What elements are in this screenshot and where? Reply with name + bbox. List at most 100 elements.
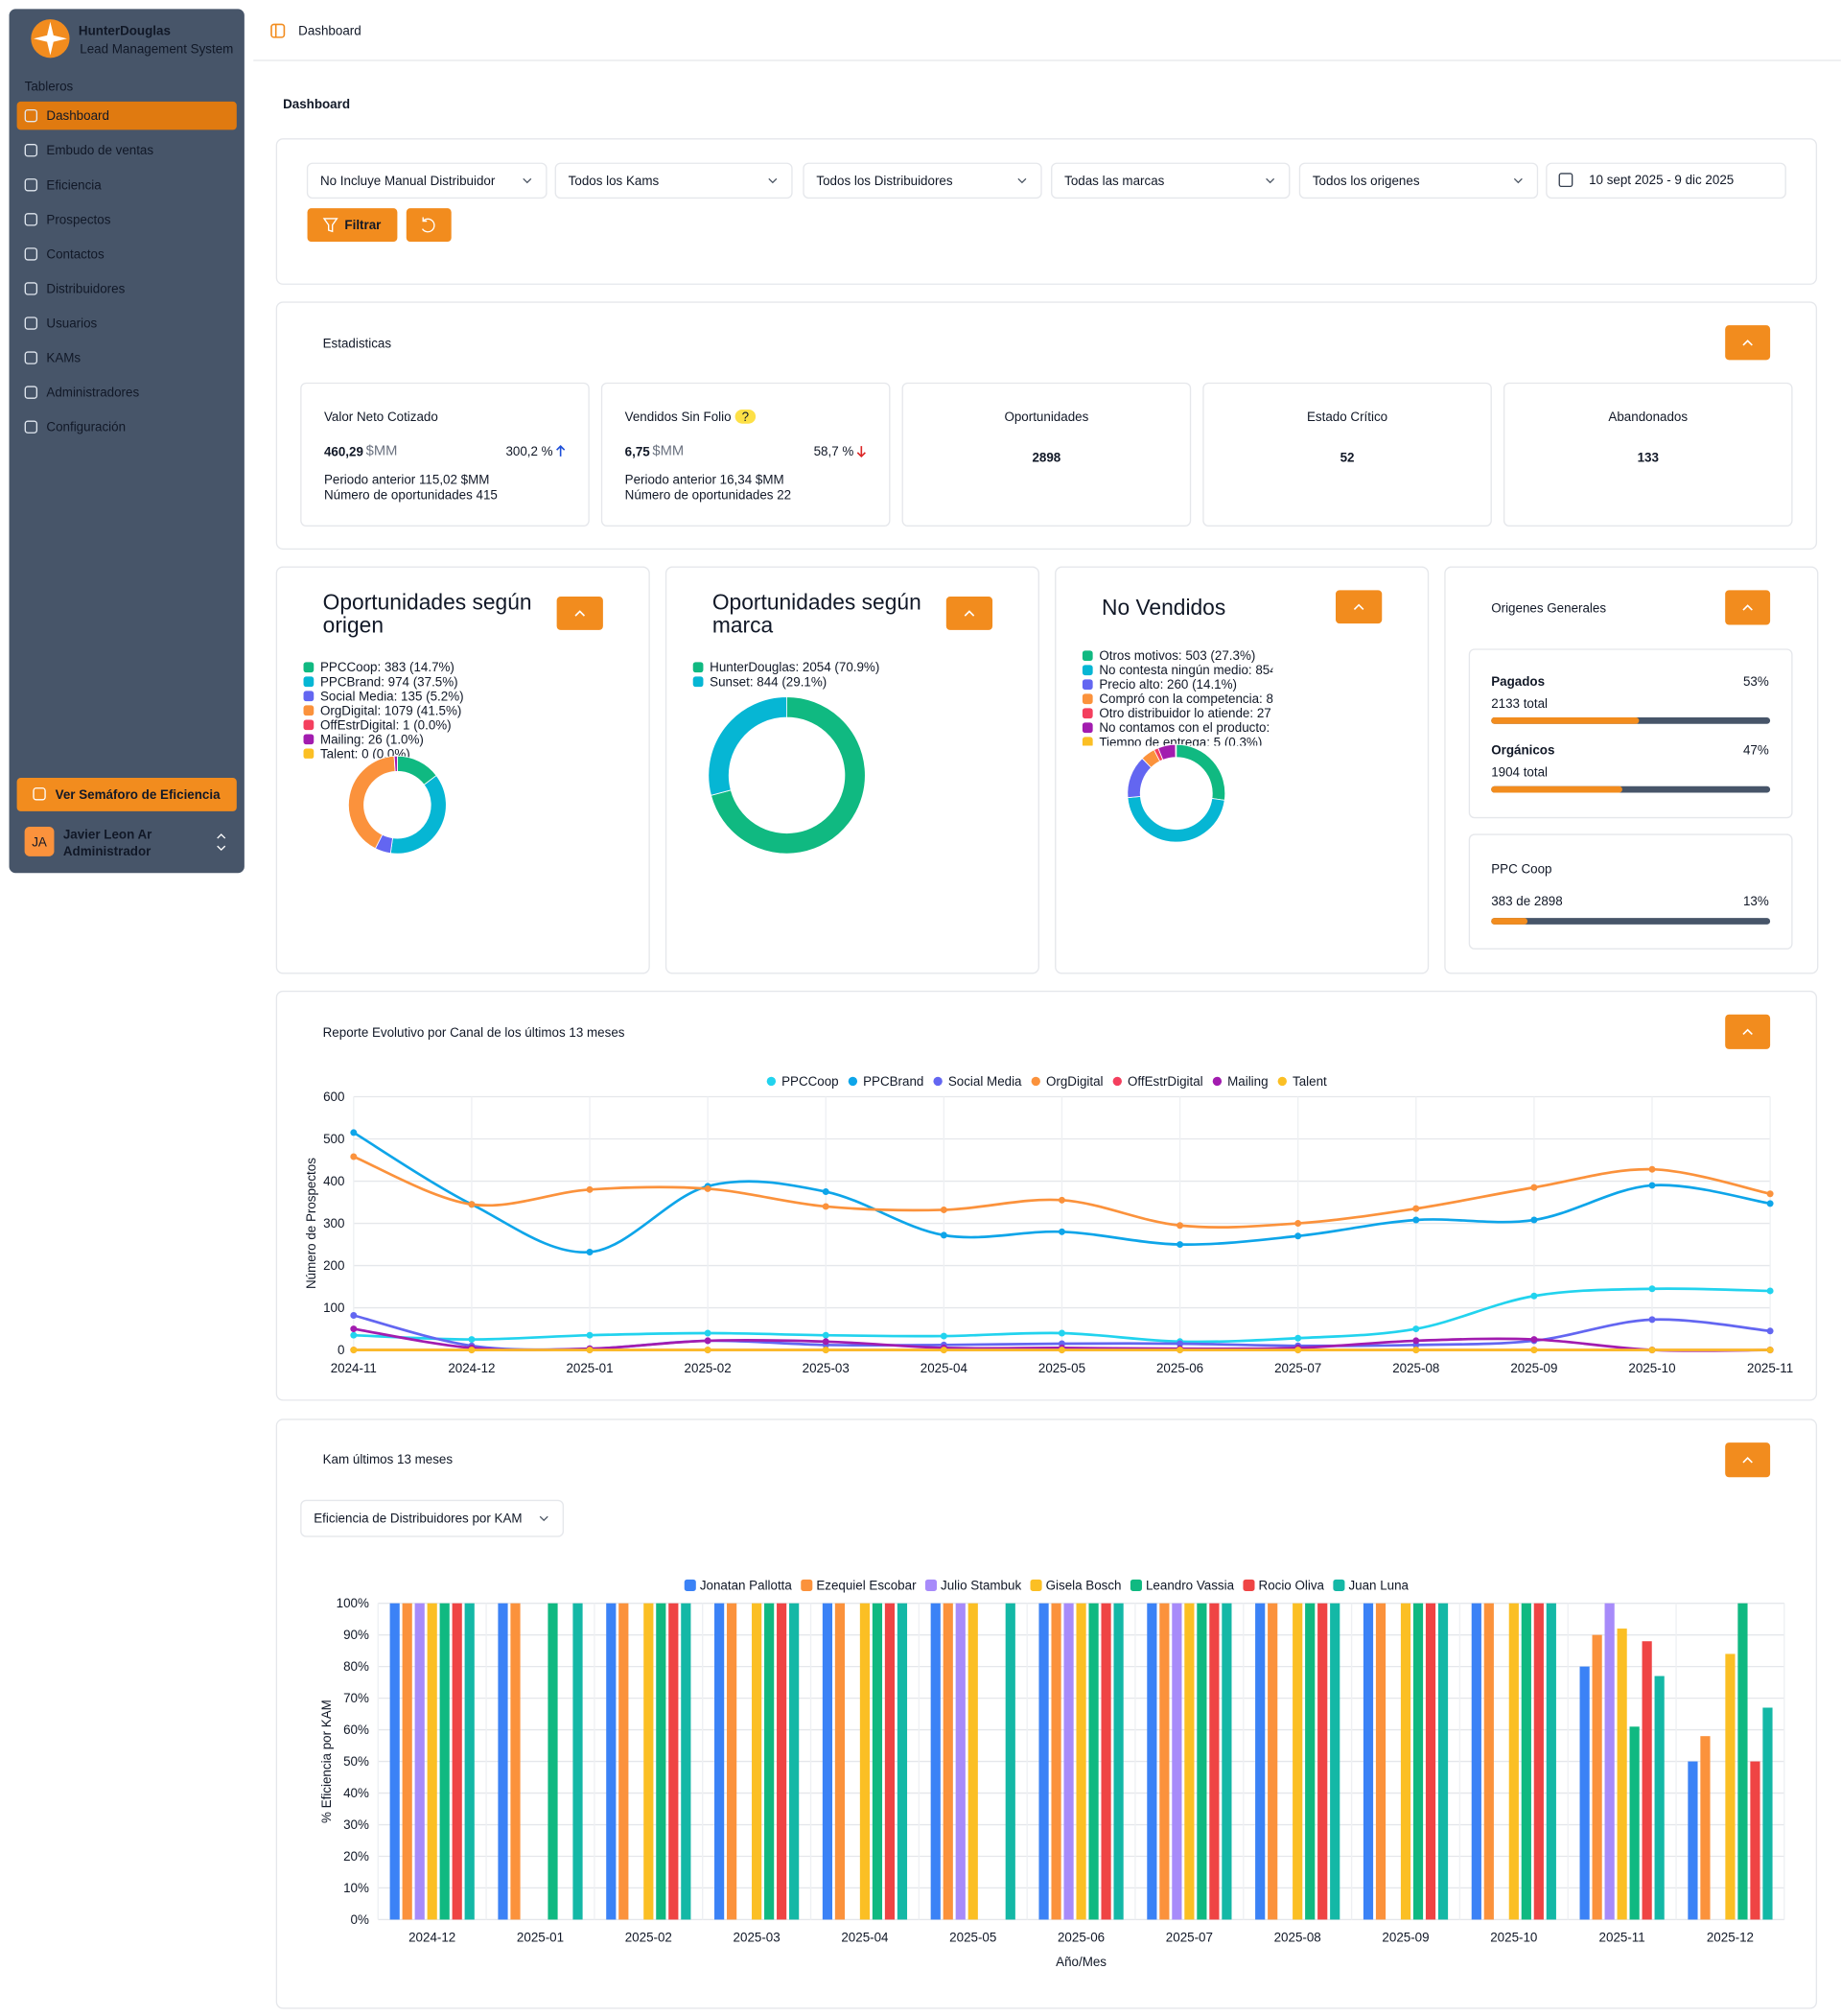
legend-item[interactable]: Julio Stambuk — [924, 1578, 1021, 1592]
collapse-button[interactable] — [1725, 590, 1771, 625]
sidebar — [9, 9, 245, 874]
nav-item[interactable]: Distribuidores — [24, 281, 126, 295]
origin-total: 1904 total — [1491, 765, 1548, 780]
bar — [1172, 1603, 1182, 1920]
avatar-initials: JA — [32, 835, 47, 850]
semaforo-button[interactable]: Ver Semáforo de Eficiencia — [16, 778, 237, 811]
legend-item[interactable]: Juan Luna — [1333, 1578, 1410, 1592]
collapse-button[interactable] — [945, 597, 993, 630]
data-point — [704, 1329, 711, 1337]
legend-item[interactable]: PPCBrand — [848, 1074, 924, 1089]
collapse-button[interactable] — [1725, 1014, 1771, 1049]
legend-swatch — [1130, 1579, 1142, 1591]
filter-select[interactable]: No Incluye Manual Distribuidor — [306, 162, 548, 199]
chart-card — [275, 990, 1818, 1401]
reset-icon — [421, 217, 435, 233]
data-point — [1412, 1337, 1420, 1345]
data-point — [822, 1188, 829, 1196]
legend-item[interactable]: PPCCoop — [766, 1074, 839, 1089]
filter-button[interactable]: Filtrar — [307, 208, 398, 243]
data-point — [1294, 1334, 1302, 1342]
stat-label: Valor Neto Cotizado — [324, 410, 438, 424]
data-point — [1530, 1336, 1538, 1344]
filter-select[interactable]: Todos los origenes — [1298, 162, 1539, 199]
nav-item[interactable]: Configuración — [24, 420, 126, 434]
bar — [681, 1603, 691, 1920]
legend-label: Julio Stambuk — [941, 1578, 1021, 1592]
filter-select[interactable]: Todos los Kams — [554, 162, 793, 199]
nav-item[interactable]: Eficiencia — [24, 177, 102, 192]
filter-select[interactable]: Todos los Distribuidores — [803, 162, 1042, 199]
bar — [1255, 1603, 1266, 1920]
button-bg — [1725, 325, 1771, 361]
collapse-button[interactable] — [1725, 1442, 1771, 1478]
data-point — [940, 1231, 947, 1239]
collapse-button[interactable] — [1336, 590, 1383, 624]
legend-item[interactable]: Ezequiel Escobar — [801, 1578, 917, 1592]
bar — [668, 1603, 679, 1920]
logo-star — [34, 21, 67, 56]
select-box — [803, 162, 1042, 199]
legend-item[interactable]: OrgDigital — [1031, 1074, 1104, 1089]
bar — [1076, 1603, 1086, 1920]
nav-item[interactable]: Administradores — [24, 386, 139, 400]
data-point — [1294, 1220, 1302, 1228]
button-label: Filtrar — [344, 218, 382, 232]
button-bg — [16, 778, 237, 811]
bar — [606, 1603, 617, 1920]
legend-item[interactable]: Jonatan Pallotta — [684, 1578, 793, 1592]
legend-item[interactable]: Social Media — [933, 1074, 1022, 1089]
button-bg — [556, 597, 603, 630]
stat-value-number: 460,29 — [324, 444, 363, 458]
user-menu[interactable]: JA Javier Leon Ar Administrador — [24, 826, 226, 858]
button-bg — [945, 597, 993, 630]
page-title: Dashboard — [283, 97, 350, 111]
legend-label: Ezequiel Escobar — [816, 1578, 917, 1592]
stat-card: Valor Neto Cotizado 460,29 $MM 300,2 % Perio… — [300, 382, 590, 527]
bar — [714, 1603, 725, 1920]
nav-item[interactable]: Dashboard — [16, 101, 237, 130]
legend-item[interactable]: Gisela Bosch — [1030, 1578, 1122, 1592]
nav-item[interactable]: Contactos — [24, 246, 105, 261]
bar — [1425, 1603, 1436, 1920]
reset-button[interactable] — [406, 208, 452, 243]
bar — [643, 1603, 654, 1920]
section-title: Origenes Generales — [1491, 601, 1606, 616]
data-point — [1648, 1316, 1656, 1324]
nav-icon — [24, 351, 38, 364]
chevron-up-icon — [1742, 340, 1753, 346]
y-tick-label: 100 — [323, 1301, 344, 1315]
sidebar-toggle-icon[interactable] — [270, 23, 286, 38]
data-point — [822, 1338, 829, 1346]
collapse-button[interactable] — [556, 597, 603, 630]
card-title-box: No Vendidos — [1102, 597, 1225, 619]
nav-label: Eficiencia — [46, 177, 102, 192]
bar — [1629, 1726, 1640, 1920]
legend-item[interactable]: Leandro Vassia — [1130, 1578, 1235, 1592]
donut-slice — [708, 696, 787, 796]
data-point — [1177, 1340, 1184, 1348]
legend-swatch — [303, 662, 315, 673]
chevron-down-icon — [768, 177, 778, 184]
button-label: Ver Semáforo de Eficiencia — [56, 787, 221, 802]
bar — [572, 1603, 583, 1920]
data-point — [1177, 1241, 1184, 1249]
date-range-picker[interactable]: 10 sept 2025 - 9 dic 2025 — [1546, 162, 1786, 199]
legend-item[interactable]: Rocio Oliva — [1243, 1578, 1325, 1592]
donut-slice — [393, 755, 398, 772]
bar — [1750, 1761, 1760, 1920]
stat-card-bg — [300, 382, 590, 527]
filter-select[interactable]: Todas las marcas — [1051, 162, 1291, 199]
data-point — [1530, 1216, 1538, 1224]
nav-item[interactable]: KAMs — [24, 351, 81, 365]
bar — [1305, 1603, 1316, 1920]
legend-item[interactable]: OffEstrDigital — [1112, 1074, 1203, 1089]
legend-item[interactable]: Talent — [1277, 1074, 1327, 1089]
nav-item[interactable]: Prospectos — [24, 212, 111, 226]
nav-item[interactable]: Usuarios — [24, 316, 98, 331]
metric-select[interactable]: Eficiencia de Distribuidores por KAM — [300, 1499, 564, 1537]
collapse-button[interactable] — [1725, 325, 1771, 361]
nav-item[interactable]: Embudo de ventas — [24, 143, 153, 157]
legend-item[interactable]: Mailing — [1212, 1074, 1269, 1089]
bar — [859, 1603, 871, 1920]
